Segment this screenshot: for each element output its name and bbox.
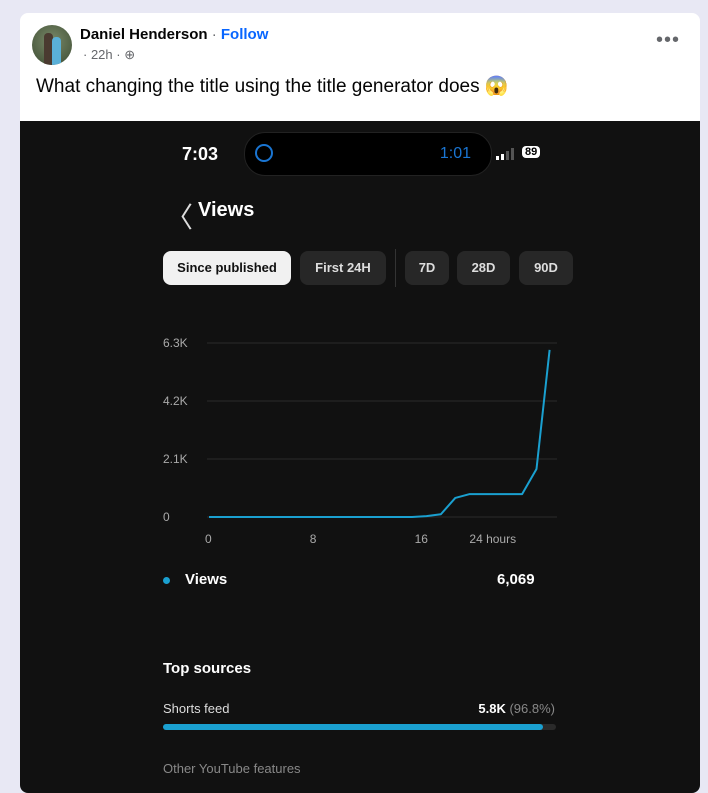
- y-tick-label: 0: [163, 510, 170, 524]
- timer-value: 1:01: [439, 145, 471, 162]
- sources-title: Top sources: [163, 660, 252, 677]
- views-line: [209, 349, 551, 518]
- total-views: 6,069: [497, 571, 535, 588]
- timer-icon: [255, 144, 273, 162]
- source-progress-bar: [163, 724, 556, 730]
- post-time[interactable]: · 22h ·: [83, 47, 121, 62]
- page-title: Views: [198, 199, 255, 221]
- chevron-left-icon[interactable]: 〈: [165, 202, 194, 233]
- legend-label: Views: [185, 571, 228, 588]
- separator: ·: [211, 26, 217, 43]
- x-tick-label: 16: [415, 532, 429, 546]
- x-tick-label: 8: [310, 532, 317, 546]
- source-progress-fill: [163, 724, 544, 730]
- y-tick-label: 4.2K: [163, 394, 188, 408]
- y-tick-label: 2.1K: [163, 452, 188, 466]
- chip-90d[interactable]: 90D: [519, 251, 573, 285]
- post-text: What changing the title using the title …: [36, 76, 509, 97]
- source-label: Other YouTube features: [163, 761, 301, 776]
- source-count: 5.8K: [478, 701, 506, 716]
- chip-28d[interactable]: 28D: [457, 251, 510, 285]
- more-options-icon[interactable]: •••: [655, 29, 680, 51]
- post-card: Daniel Henderson · Follow · 22h · ⊕ ••• …: [20, 13, 700, 793]
- chip-7d[interactable]: 7D: [405, 251, 449, 285]
- legend-dot: [163, 577, 170, 584]
- chip-since-published[interactable]: Since published: [163, 251, 291, 285]
- globe-icon: ⊕: [124, 47, 136, 62]
- post-meta: · 22h · ⊕: [83, 47, 135, 63]
- x-tick-label: 0: [205, 532, 212, 546]
- source-label: Shorts feed: [163, 701, 230, 716]
- y-tick-label: 6.3K: [163, 336, 188, 350]
- author-name[interactable]: Daniel Henderson: [80, 26, 208, 43]
- chip-first-24h[interactable]: First 24H: [300, 251, 386, 285]
- post-header: Daniel Henderson · Follow: [80, 26, 268, 43]
- views-chart: 0 2.1K 4.2K 6.3K 0 8 16 24 hours: [163, 336, 557, 546]
- follow-button[interactable]: Follow: [220, 26, 269, 43]
- x-tick-label: 24 hours: [469, 532, 516, 546]
- source-percent: (96.8%): [509, 701, 555, 716]
- screenshot-image[interactable]: 7:03 1:01 89 〈 Views Since published Fir…: [20, 121, 700, 793]
- avatar[interactable]: [32, 25, 72, 65]
- divider: [395, 249, 396, 287]
- signal-icon: [496, 148, 514, 160]
- status-clock: 7:03: [182, 144, 219, 164]
- battery-icon: 89: [522, 146, 541, 158]
- dynamic-island: 1:01: [244, 132, 492, 176]
- source-value: 5.8K (96.8%): [478, 701, 555, 716]
